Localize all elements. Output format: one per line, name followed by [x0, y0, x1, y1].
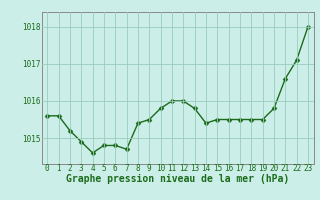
X-axis label: Graphe pression niveau de la mer (hPa): Graphe pression niveau de la mer (hPa)	[66, 174, 289, 184]
